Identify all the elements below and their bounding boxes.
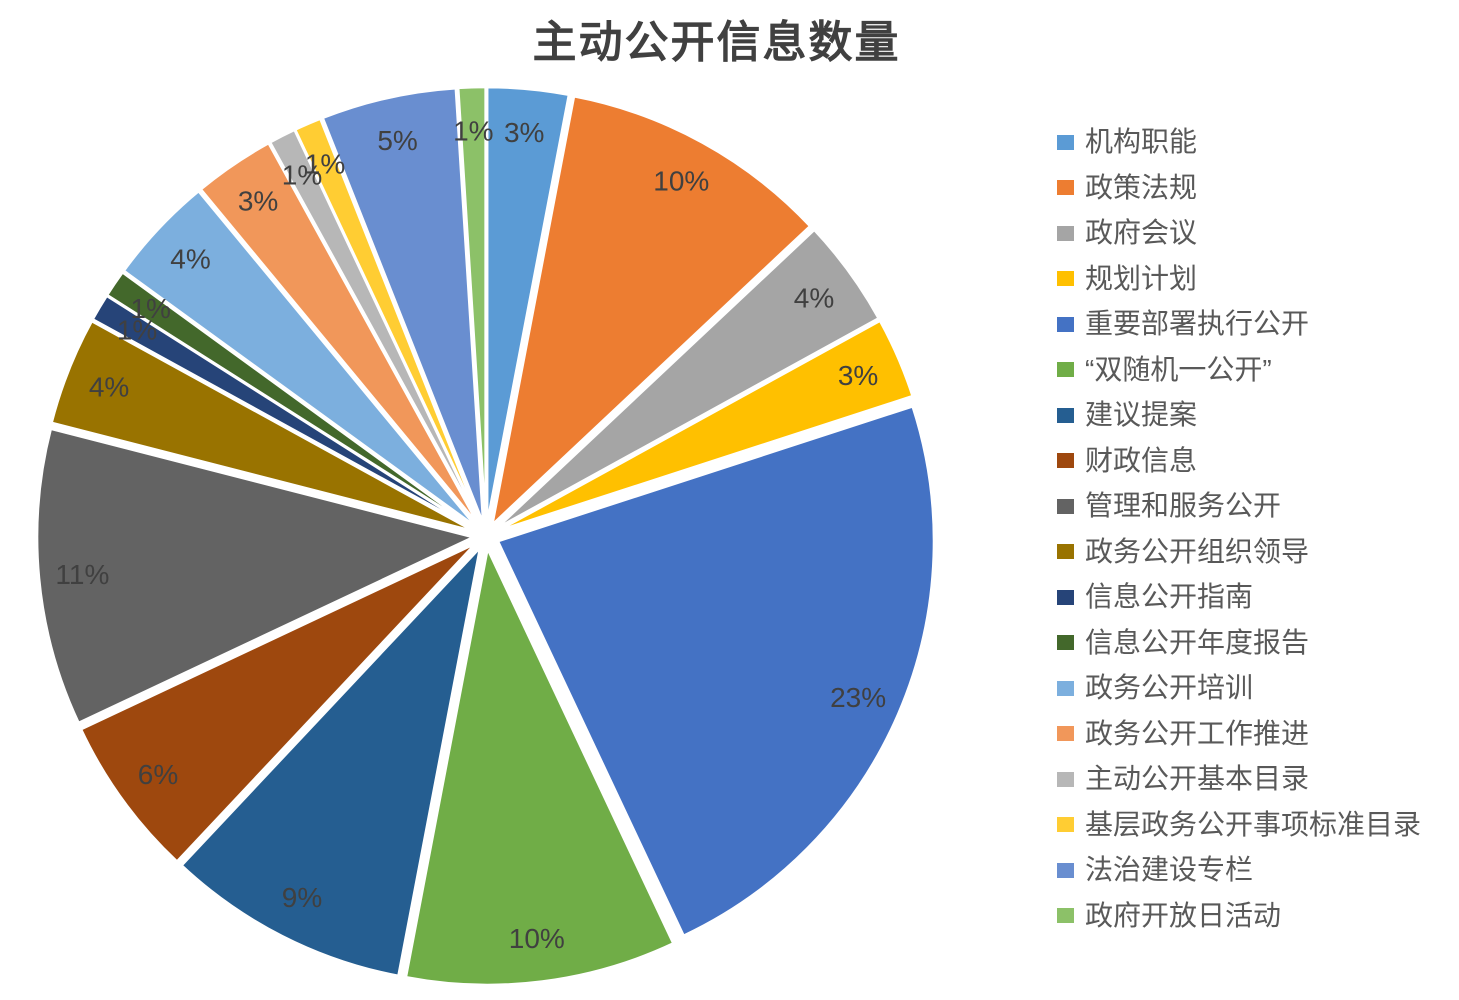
legend-item-15[interactable]: 主动公开基本目录 bbox=[1057, 763, 1421, 795]
pie-slice-18[interactable] bbox=[456, 85, 487, 525]
data-label-13: 4% bbox=[170, 243, 210, 274]
legend-swatch-icon bbox=[1057, 862, 1074, 878]
data-label-11: 1% bbox=[117, 314, 157, 345]
legend-swatch-icon bbox=[1057, 771, 1074, 787]
legend-swatch-icon bbox=[1057, 908, 1074, 924]
legend-label: “双随机一公开” bbox=[1085, 353, 1272, 385]
legend-item-7[interactable]: 建议提案 bbox=[1057, 399, 1421, 431]
legend-item-13[interactable]: 政务公开培训 bbox=[1057, 672, 1421, 704]
pie-slice-8[interactable] bbox=[79, 542, 477, 863]
legend-item-16[interactable]: 基层政务公开事项标准目录 bbox=[1057, 809, 1421, 841]
legend-label: 政务公开培训 bbox=[1085, 672, 1254, 704]
legend-swatch-icon bbox=[1057, 453, 1074, 469]
pie bbox=[35, 85, 936, 987]
data-label-16: 1% bbox=[305, 149, 345, 180]
pie-slice-5[interactable] bbox=[496, 405, 936, 937]
legend-label: 信息公开年度报告 bbox=[1085, 626, 1310, 658]
legend-swatch-icon bbox=[1057, 180, 1074, 196]
legend-item-1[interactable]: 机构职能 bbox=[1057, 126, 1421, 158]
legend-item-9[interactable]: 管理和服务公开 bbox=[1057, 490, 1421, 522]
pie-slice-6[interactable] bbox=[404, 547, 675, 987]
data-label-1: 3% bbox=[504, 117, 544, 148]
legend-swatch-icon bbox=[1057, 225, 1074, 241]
pie-data-labels: 3%10%4%3%23%10%9%6%11%4%1%1%4%3%1%1%5% 1% bbox=[55, 116, 886, 954]
legend-label: 主动公开基本目录 bbox=[1085, 763, 1310, 795]
pie-slice-16[interactable] bbox=[293, 117, 483, 526]
legend-item-4[interactable]: 规划计划 bbox=[1057, 263, 1421, 295]
legend-swatch-icon bbox=[1057, 544, 1074, 560]
pie-slice-9[interactable] bbox=[35, 427, 475, 725]
legend-label: 财政信息 bbox=[1085, 444, 1198, 476]
legend-item-12[interactable]: 信息公开年度报告 bbox=[1057, 627, 1421, 659]
legend-item-10[interactable]: 政务公开组织领导 bbox=[1057, 536, 1421, 568]
legend-swatch-icon bbox=[1057, 271, 1074, 287]
data-label-3: 4% bbox=[794, 283, 834, 314]
legend-swatch-icon bbox=[1057, 635, 1074, 651]
legend-item-8[interactable]: 财政信息 bbox=[1057, 445, 1421, 477]
legend-label: 政务公开工作推进 bbox=[1085, 717, 1310, 749]
data-label-17: 5% bbox=[377, 125, 417, 156]
legend-item-11[interactable]: 信息公开指南 bbox=[1057, 581, 1421, 613]
legend-label: 法治建设专栏 bbox=[1085, 854, 1254, 886]
legend-label: 政务公开组织领导 bbox=[1085, 535, 1310, 567]
legend-item-5[interactable]: 重要部署执行公开 bbox=[1057, 308, 1421, 340]
pie-slice-1[interactable] bbox=[485, 85, 571, 525]
legend-item-18[interactable]: 政府开放日活动 bbox=[1057, 900, 1421, 932]
data-label-4: 3% bbox=[838, 360, 878, 391]
data-label-9: 11% bbox=[55, 559, 109, 590]
data-label-15: 1% bbox=[282, 160, 322, 191]
legend-swatch-icon bbox=[1057, 726, 1074, 742]
legend-swatch-icon bbox=[1057, 817, 1074, 833]
pie-slice-12[interactable] bbox=[105, 271, 477, 530]
legend-item-6[interactable]: “双随机一公开” bbox=[1057, 354, 1421, 386]
pie-slice-2[interactable] bbox=[491, 95, 812, 526]
data-label-18: 1% bbox=[453, 116, 493, 147]
legend-swatch-icon bbox=[1057, 498, 1074, 514]
chart-title: 主动公开信息数量 bbox=[532, 18, 901, 67]
legend-swatch-icon bbox=[1057, 134, 1074, 150]
data-label-5: 23% bbox=[830, 682, 886, 713]
legend-swatch-icon bbox=[1057, 589, 1074, 605]
legend-swatch-icon bbox=[1057, 316, 1074, 332]
data-label-10: 4% bbox=[89, 372, 129, 403]
legend-item-3[interactable]: 政府会议 bbox=[1057, 217, 1421, 249]
data-label-14: 3% bbox=[238, 186, 278, 217]
legend-label: 基层政务公开事项标准目录 bbox=[1085, 808, 1422, 840]
legend-label: 政府开放日活动 bbox=[1085, 899, 1282, 931]
legend-label: 管理和服务公开 bbox=[1085, 490, 1282, 522]
data-label-7: 9% bbox=[282, 882, 322, 913]
pie-slice-4[interactable] bbox=[496, 319, 914, 533]
legend-item-17[interactable]: 法治建设专栏 bbox=[1057, 854, 1421, 886]
legend-label: 机构职能 bbox=[1085, 126, 1198, 157]
legend-item-2[interactable]: 政策法规 bbox=[1057, 172, 1421, 204]
legend-item-14[interactable]: 政务公开工作推进 bbox=[1057, 718, 1421, 750]
legend-label: 信息公开指南 bbox=[1085, 581, 1254, 613]
pie-slice-7[interactable] bbox=[180, 546, 482, 978]
pie-slice-3[interactable] bbox=[495, 228, 880, 530]
pie-slice-13[interactable] bbox=[122, 189, 478, 529]
legend-label: 规划计划 bbox=[1085, 262, 1198, 294]
legend: 机构职能政策法规政府会议规划计划重要部署执行公开 “双随机一公开” 建议提案财政信息… bbox=[1057, 126, 1421, 932]
legend-swatch-icon bbox=[1057, 407, 1074, 423]
legend-label: 政策法规 bbox=[1085, 171, 1198, 203]
data-label-12: 1% bbox=[130, 293, 170, 324]
data-label-2: 10% bbox=[653, 166, 709, 197]
legend-label: 政府会议 bbox=[1085, 217, 1198, 249]
legend-swatch-icon bbox=[1057, 680, 1074, 696]
pie-slice-10[interactable] bbox=[50, 319, 476, 533]
pie-slice-17[interactable] bbox=[321, 86, 485, 525]
data-label-6: 10% bbox=[509, 923, 565, 954]
pie-slice-14[interactable] bbox=[199, 141, 480, 527]
legend-swatch-icon bbox=[1057, 362, 1074, 378]
data-label-8: 6% bbox=[138, 759, 178, 790]
legend-label: 重要部署执行公开 bbox=[1085, 308, 1310, 340]
legend-label: 建议提案 bbox=[1085, 399, 1198, 431]
